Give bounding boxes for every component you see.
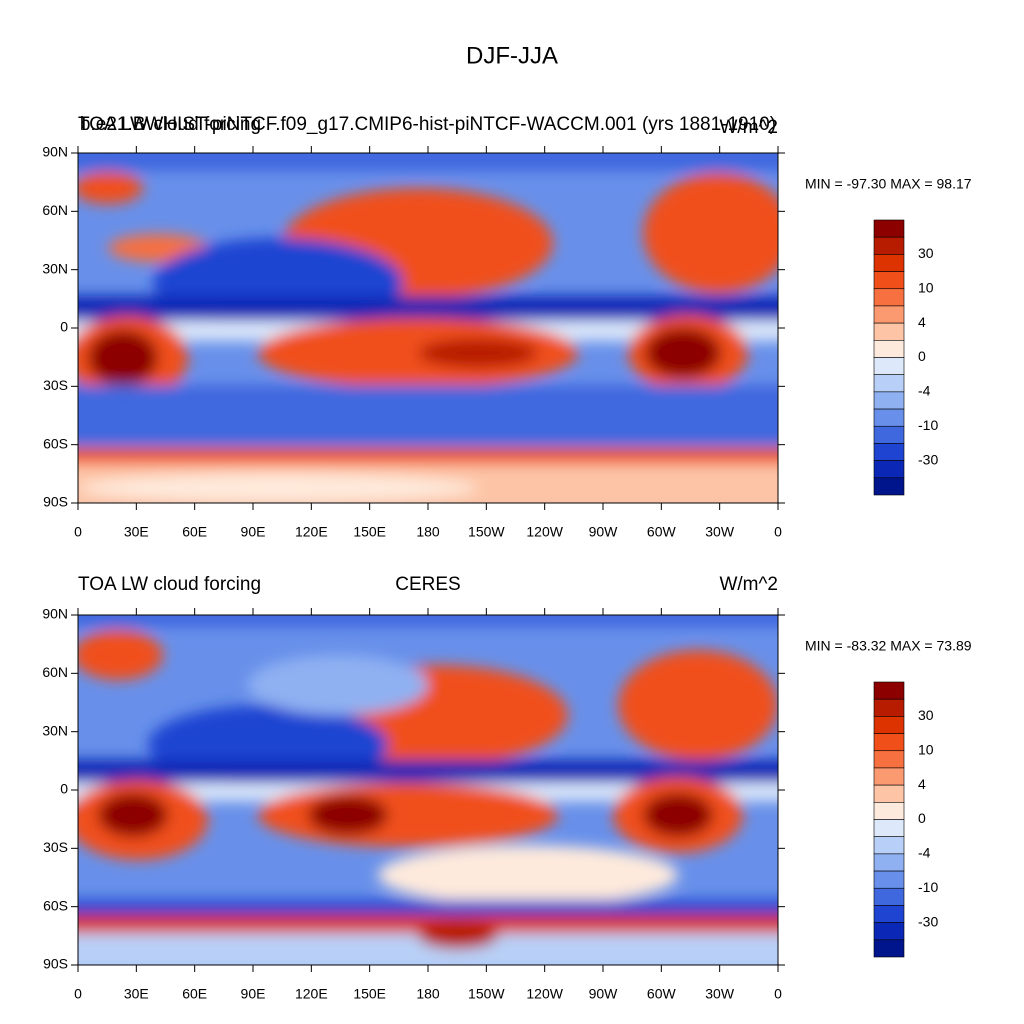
min-max: MIN = -83.32 MAX = 73.89 [805, 638, 972, 654]
y-tick-label: 90N [42, 144, 68, 160]
colorbar-box [873, 870, 905, 889]
y-tick-label: 30S [43, 839, 68, 855]
x-tick-label: 120E [295, 986, 328, 1002]
colorbar-box [873, 767, 905, 786]
field [78, 153, 778, 503]
min-max: MIN = -97.30 MAX = 98.17 [805, 176, 972, 192]
figure-title: DJF-JJA [466, 42, 558, 69]
colorbar-label: 30 [918, 707, 934, 723]
x-tick-label: 150W [468, 986, 505, 1002]
colorbar-box [873, 887, 905, 906]
left-string: TOA LW cloud forcing [78, 114, 261, 135]
colorbar-box [873, 939, 905, 958]
x-tick-label: 90W [589, 986, 619, 1002]
colorbar-label: -4 [918, 383, 931, 399]
x-tick-label: 60W [647, 524, 677, 540]
x-tick-label: 30W [705, 524, 735, 540]
colorbar-box [873, 716, 905, 734]
colorbar-box [873, 305, 905, 324]
x-tick-label: 90W [589, 524, 619, 540]
y-tick-label: 90S [43, 956, 68, 972]
colorbar-box [873, 357, 905, 375]
x-tick-label: 30E [124, 524, 149, 540]
right-string: W/m^2 [719, 117, 778, 138]
y-tick-label: 0 [60, 319, 68, 335]
colorbar-box [873, 922, 905, 941]
colorbar-box [873, 322, 905, 341]
y-tick-label: 30S [43, 377, 68, 393]
colorbar-box [873, 698, 905, 717]
x-tick-label: 150W [468, 524, 505, 540]
colorbar-box [873, 408, 905, 427]
colorbar-label: 4 [918, 776, 926, 792]
x-tick-label: 120W [526, 524, 563, 540]
colorbar-box [873, 819, 905, 837]
x-tick-label: 60W [647, 986, 677, 1002]
y-tick-label: 60N [42, 664, 68, 680]
center-string: b.e21.BWHIST-piNTCF.f09_g17.CMIP6-hist-p… [80, 114, 776, 135]
x-tick-label: 120E [295, 524, 328, 540]
colorbar-box [873, 905, 905, 923]
colorbar-label: -10 [918, 417, 938, 433]
y-tick-label: 30N [42, 722, 68, 738]
left-string: TOA LW cloud forcing [78, 574, 261, 595]
colorbar-box [873, 340, 905, 358]
x-tick-label: 90E [241, 524, 266, 540]
x-tick-label: 30E [124, 986, 149, 1002]
colorbar-label: 0 [918, 810, 926, 826]
colorbar-box [873, 477, 905, 496]
colorbar-box [873, 460, 905, 479]
colorbar-box [873, 391, 905, 410]
colorbar-label: -4 [918, 845, 931, 861]
colorbar-box [873, 733, 905, 752]
colorbar-box [873, 271, 905, 290]
colorbar-label: 30 [918, 245, 934, 261]
colorbar-label: 0 [918, 348, 926, 364]
y-tick-label: 90S [43, 494, 68, 510]
colorbar-box [873, 425, 905, 444]
x-tick-label: 120W [526, 986, 563, 1002]
x-tick-label: 0 [774, 986, 782, 1002]
center-string: CERES [395, 574, 460, 595]
colorbar-label: 10 [918, 741, 934, 757]
x-tick-label: 150E [353, 524, 386, 540]
y-tick-label: 60N [42, 202, 68, 218]
colorbar-box [873, 219, 905, 238]
x-tick-label: 90E [241, 986, 266, 1002]
colorbar-box [873, 836, 905, 855]
colorbar-box [873, 443, 905, 461]
x-tick-label: 0 [774, 524, 782, 540]
colorbar-label: -30 [918, 913, 938, 929]
x-tick-label: 0 [74, 986, 82, 1002]
colorbar-box [873, 254, 905, 272]
colorbar-label: 4 [918, 314, 926, 330]
x-tick-label: 180 [416, 524, 440, 540]
colorbar-label: 10 [918, 279, 934, 295]
colorbar-box [873, 288, 905, 307]
x-tick-label: 60E [182, 986, 207, 1002]
colorbar-box [873, 784, 905, 803]
x-tick-label: 180 [416, 986, 440, 1002]
colorbar-box [873, 853, 905, 872]
colorbar-box [873, 802, 905, 820]
colorbar-box [873, 681, 905, 700]
right-string: W/m^2 [719, 574, 778, 595]
colorbar-box [873, 236, 905, 255]
y-tick-label: 30N [42, 260, 68, 276]
field [78, 615, 778, 965]
colorbar-label: -10 [918, 879, 938, 895]
x-tick-label: 0 [74, 524, 82, 540]
colorbar-label: -30 [918, 451, 938, 467]
x-tick-label: 60E [182, 524, 207, 540]
y-tick-label: 60S [43, 435, 68, 451]
y-tick-label: 90N [42, 606, 68, 622]
y-tick-label: 0 [60, 781, 68, 797]
x-tick-label: 150E [353, 986, 386, 1002]
x-tick-label: 30W [705, 986, 735, 1002]
colorbar-box [873, 750, 905, 769]
colorbar-box [873, 374, 905, 393]
y-tick-label: 60S [43, 897, 68, 913]
